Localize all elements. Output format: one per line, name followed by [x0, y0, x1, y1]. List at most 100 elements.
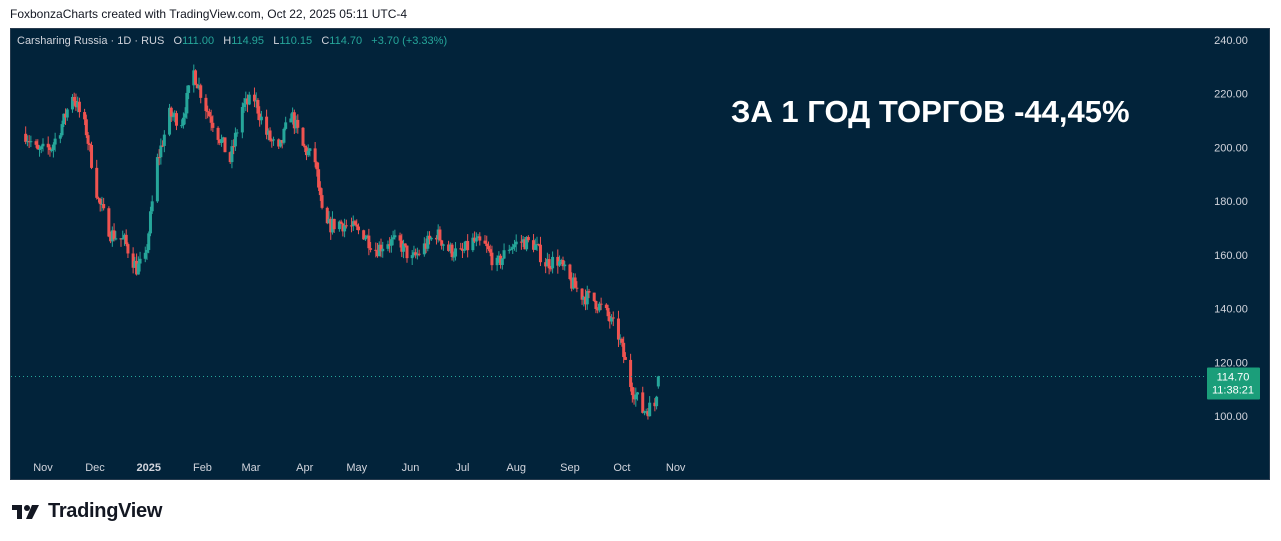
- candle-body: [119, 238, 123, 240]
- candle-body: [462, 249, 466, 251]
- candle: [131, 247, 135, 274]
- candle: [119, 238, 123, 247]
- candle-body: [471, 237, 475, 251]
- candle: [502, 243, 506, 260]
- candle-body: [223, 137, 227, 153]
- candle: [29, 135, 33, 148]
- candle-body: [183, 113, 187, 118]
- candle-body: [62, 113, 66, 125]
- candle-body: [84, 119, 88, 136]
- candle: [136, 256, 140, 275]
- candle-body: [608, 316, 612, 322]
- candle: [209, 109, 213, 131]
- candle: [60, 120, 64, 137]
- candle: [102, 197, 106, 211]
- candle-body: [138, 258, 142, 264]
- candle: [77, 97, 81, 118]
- candle: [233, 127, 237, 151]
- symbol-label: Carsharing Russia · 1D · RUS: [17, 35, 165, 47]
- candle: [594, 300, 598, 314]
- y-tick-label: 220.00: [1214, 89, 1248, 101]
- candle: [180, 119, 184, 129]
- candle-body: [148, 211, 152, 234]
- candle: [145, 244, 149, 260]
- candle-body: [426, 235, 430, 249]
- candle: [185, 85, 189, 119]
- candle-body: [629, 359, 633, 388]
- candle-body: [452, 256, 456, 258]
- candle: [296, 114, 300, 134]
- tradingview-logo[interactable]: TradingView: [12, 500, 162, 523]
- annotation-text: ЗА 1 ГОД ТОРГОВ -44,45%: [731, 94, 1130, 129]
- candle: [526, 235, 530, 243]
- candle: [483, 235, 487, 244]
- candle: [34, 139, 38, 148]
- candle-body: [438, 229, 442, 241]
- candle-body: [596, 308, 600, 311]
- candle: [223, 137, 227, 153]
- last-price-value: 114.70: [1217, 371, 1250, 383]
- candle-body: [485, 243, 489, 247]
- candle: [343, 218, 347, 238]
- candle-body: [48, 147, 52, 150]
- candle-body: [441, 244, 445, 246]
- chart-legend: Carsharing Russia · 1D · RUS O111.00 H11…: [17, 35, 447, 47]
- candle-body: [490, 252, 494, 266]
- candle-body: [656, 376, 660, 387]
- candle: [254, 92, 258, 108]
- candle: [313, 142, 317, 168]
- candle-body: [509, 248, 513, 250]
- candle: [157, 149, 161, 166]
- low-value: 110.15: [279, 35, 313, 47]
- candle-body: [46, 143, 50, 148]
- x-tick-label: Aug: [506, 462, 526, 474]
- candle: [195, 83, 199, 89]
- candle: [168, 103, 172, 137]
- candle-body: [235, 132, 239, 134]
- candle-body: [412, 252, 416, 256]
- change-value: +3.70 (+3.33%): [371, 35, 448, 47]
- candle: [362, 229, 366, 240]
- candle: [642, 410, 646, 416]
- candle: [521, 236, 525, 247]
- candle: [391, 230, 395, 246]
- candle: [620, 337, 624, 347]
- candle-body: [571, 277, 575, 289]
- candle-body: [25, 141, 29, 143]
- candle: [112, 223, 116, 242]
- candle-body: [369, 248, 373, 250]
- candle-body: [450, 244, 454, 258]
- candlestick-chart[interactable]: Nov Dec 2025 Feb Mar Apr May Jun Jul Aug Sep Oct Nov…: [11, 29, 1269, 479]
- candle: [412, 245, 416, 257]
- candle-body: [351, 221, 355, 227]
- candle-body: [65, 109, 69, 118]
- candle-body: [258, 113, 262, 121]
- candle-body: [414, 252, 418, 256]
- candle-body: [389, 239, 393, 246]
- x-tick-label: Oct: [613, 462, 630, 474]
- candle: [96, 196, 100, 203]
- chart-area[interactable]: Nov Dec 2025 Feb Mar Apr May Jun Jul Aug Sep Oct Nov…: [10, 28, 1270, 480]
- candle: [525, 236, 529, 252]
- candle: [634, 387, 638, 407]
- candle: [473, 231, 477, 244]
- candle: [398, 232, 402, 248]
- candle: [561, 256, 565, 270]
- candle-body: [83, 112, 87, 120]
- candle: [292, 109, 296, 135]
- candle: [161, 140, 165, 148]
- candle-body: [533, 244, 537, 250]
- candle: [353, 219, 357, 226]
- candle: [523, 236, 527, 250]
- candle: [434, 235, 438, 245]
- candle: [90, 141, 94, 170]
- x-tick-label: 2025: [136, 462, 160, 474]
- y-tick-label: 200.00: [1214, 142, 1248, 154]
- candle-body: [211, 122, 215, 128]
- candle: [365, 234, 369, 239]
- candle-body: [232, 146, 236, 148]
- candle: [270, 138, 274, 148]
- y-tick-label: 160.00: [1214, 250, 1248, 262]
- candle-body: [102, 204, 106, 209]
- candle-body: [440, 240, 444, 246]
